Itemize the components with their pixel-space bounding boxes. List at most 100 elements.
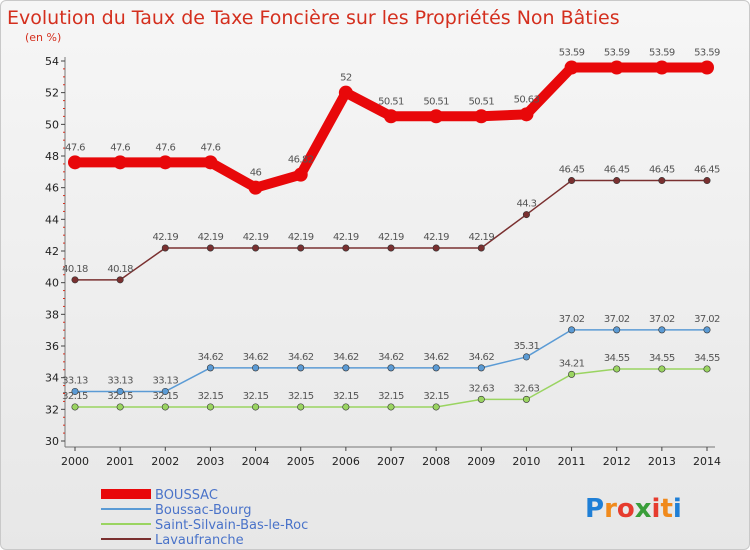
data-point (252, 244, 260, 252)
data-point (161, 403, 169, 411)
data-label: 32.15 (198, 391, 224, 402)
data-point (432, 244, 440, 252)
y-tick-label: 50 (45, 118, 59, 131)
data-label: 47.6 (65, 142, 85, 153)
data-label: 52 (340, 73, 352, 84)
data-point (338, 85, 353, 100)
data-label: 47.6 (110, 142, 130, 153)
data-label: 53.59 (649, 47, 675, 58)
data-point (568, 326, 576, 334)
y-tick-label: 32 (45, 403, 59, 416)
brand-letter: i (673, 494, 682, 524)
chart-title: Evolution du Taux de Taxe Foncière sur l… (7, 7, 620, 29)
data-point (293, 167, 308, 182)
data-label: 50.51 (423, 96, 449, 107)
data-label: 42.19 (243, 232, 269, 243)
data-point (568, 177, 576, 185)
data-point (206, 244, 214, 252)
data-label: 35.31 (514, 341, 540, 352)
data-point (703, 326, 711, 334)
data-label: 53.59 (604, 47, 630, 58)
data-point (116, 276, 124, 284)
legend-entry: Lavaufranche (155, 533, 244, 548)
data-point (342, 364, 350, 372)
x-tick-label: 2007 (377, 455, 405, 468)
series-layer (68, 60, 714, 411)
data-label: 32.15 (378, 391, 404, 402)
brand-letter: P (585, 494, 604, 524)
y-tick-label: 34 (45, 372, 59, 385)
data-label: 32.15 (288, 391, 314, 402)
data-label: 32.15 (243, 391, 269, 402)
data-label: 37.02 (649, 314, 675, 325)
proxiti-logo: Proxiti (585, 494, 682, 524)
data-label: 32.63 (514, 383, 540, 394)
data-point (477, 364, 485, 372)
data-point (432, 364, 440, 372)
data-point (474, 109, 489, 124)
data-label: 34.55 (649, 353, 675, 364)
data-label: 34.62 (288, 352, 314, 363)
series-boussac (68, 60, 714, 195)
data-label: 34.62 (423, 352, 449, 363)
data-label: 46 (250, 168, 262, 179)
series-lavaufranche (71, 177, 711, 284)
data-label: 34.55 (604, 353, 630, 364)
x-tick-label: 2008 (422, 455, 450, 468)
x-tick-label: 2010 (512, 455, 540, 468)
data-labels: 33.13 33.13 33.13 34.62 34.62 34.62 34.62 34.62… (62, 47, 720, 401)
data-point (387, 364, 395, 372)
y-tick-label: 48 (45, 150, 59, 163)
data-point (568, 370, 576, 378)
data-label: 37.02 (559, 314, 585, 325)
data-label: 34.62 (198, 352, 224, 363)
series-line (74, 179, 708, 281)
axes: 30 32 34 36 38 40 42 44 46 48 50 52 54 2000 2001 2002 20… (45, 55, 721, 468)
legend-entry: Saint-Silvain-Bas-le-Roc (155, 518, 308, 533)
data-point (297, 364, 305, 372)
series-saint-silvain-bas-le-roc (71, 365, 711, 411)
data-label: 40.18 (62, 264, 88, 275)
data-point (564, 60, 579, 75)
data-point (477, 244, 485, 252)
data-label: 46.45 (694, 165, 720, 176)
data-point (477, 395, 485, 403)
legend-entry: BOUSSAC (155, 488, 218, 503)
x-tick-label: 2014 (693, 455, 721, 468)
y-tick-label: 54 (45, 55, 59, 68)
data-point (522, 395, 530, 403)
data-point (71, 276, 79, 284)
data-label: 33.13 (107, 375, 133, 386)
data-label: 47.6 (155, 142, 175, 153)
data-label: 33.13 (152, 375, 178, 386)
legend: BOUSSACBoussac-BourgSaint-Silvain-Bas-le… (101, 488, 308, 548)
brand-letter: o (617, 494, 635, 524)
y-tick-label: 40 (45, 277, 59, 290)
data-label: 40.18 (107, 264, 133, 275)
data-point (161, 387, 169, 395)
data-label: 50.63 (514, 94, 540, 105)
x-tick-label: 2000 (61, 455, 89, 468)
x-tick-label: 2003 (196, 455, 224, 468)
data-point (429, 109, 444, 124)
data-label: 42.19 (333, 232, 359, 243)
data-label: 42.19 (198, 232, 224, 243)
x-tick-label: 2004 (242, 455, 270, 468)
data-point (703, 365, 711, 373)
data-point (342, 244, 350, 252)
data-point (658, 326, 666, 334)
data-point (342, 403, 350, 411)
data-point (297, 244, 305, 252)
data-label: 34.62 (333, 352, 359, 363)
y-tick-label: 44 (45, 213, 59, 226)
data-point (519, 107, 534, 122)
data-label: 37.02 (694, 314, 720, 325)
data-label: 47.6 (200, 142, 220, 153)
data-label: 34.21 (559, 358, 585, 369)
data-point (161, 244, 169, 252)
data-point (71, 403, 79, 411)
data-label: 42.19 (378, 232, 404, 243)
data-label: 42.19 (288, 232, 314, 243)
data-label: 53.59 (694, 47, 720, 58)
